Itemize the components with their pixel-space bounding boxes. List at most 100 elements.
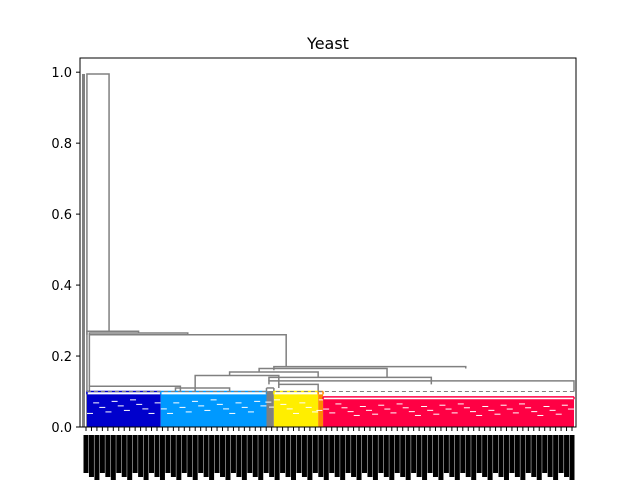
x-tick-label-glyph [514, 435, 520, 477]
x-tick-label-glyph [154, 435, 160, 477]
x-tick-label-glyph [400, 435, 406, 477]
dendrogram-links [82, 73, 575, 428]
y-tick-label: 0.4 [51, 279, 72, 294]
y-tick-label: 0.8 [51, 137, 72, 152]
x-tick-label-glyph [99, 435, 105, 473]
x-tick-label-glyph [503, 435, 509, 480]
x-tick-label-glyph [94, 435, 100, 480]
x-tick-label-glyph [192, 435, 198, 480]
x-tick-label-glyph [520, 435, 526, 480]
dendrogram-link [88, 332, 189, 335]
x-tick-label-glyph [443, 435, 449, 473]
dendrogram-link [278, 383, 319, 392]
x-tick-label-glyph [247, 435, 253, 473]
x-tick-label-glyph [116, 435, 122, 473]
x-tick-label-glyph [230, 435, 236, 473]
x-tick-labels [83, 427, 575, 480]
x-tick-label-glyph [269, 435, 275, 477]
x-tick-label-glyph [236, 435, 242, 477]
x-tick-label-glyph [296, 435, 302, 473]
x-tick-label-glyph [203, 435, 209, 477]
x-tick-label-glyph [110, 435, 116, 480]
x-tick-label-glyph [372, 435, 378, 480]
chart-title: Yeast [306, 34, 349, 53]
x-tick-label-glyph [138, 435, 144, 477]
x-tick-label-glyph [301, 435, 307, 477]
x-tick-label-glyph [394, 435, 400, 473]
x-tick-label-glyph [258, 435, 264, 480]
x-tick-label-glyph [558, 435, 564, 473]
x-tick-label-glyph [427, 435, 433, 473]
x-tick-label-glyph [482, 435, 488, 477]
x-tick-label-glyph [220, 435, 226, 477]
y-axis: 0.0 0.2 0.4 0.6 0.8 1.0 [51, 66, 80, 436]
x-tick-label-glyph [241, 435, 247, 480]
dendrogram-link [86, 330, 140, 335]
x-tick-label-glyph [187, 435, 193, 477]
x-tick-label-glyph [285, 435, 291, 477]
x-tick-label-glyph [569, 435, 575, 480]
x-tick-label-glyph [454, 435, 460, 480]
x-tick-label-glyph [476, 435, 482, 473]
x-tick-label-glyph [389, 435, 395, 480]
x-tick-label-glyph [263, 435, 269, 473]
dendrogram-link [194, 374, 280, 392]
x-tick-label-glyph [493, 435, 499, 473]
cluster-block [323, 399, 574, 427]
x-tick-label-glyph [460, 435, 466, 473]
x-tick-label-glyph [449, 435, 455, 477]
x-tick-label-glyph [547, 435, 553, 477]
x-tick-label-glyph [105, 435, 111, 477]
x-tick-label-glyph [88, 435, 94, 477]
x-tick-label-glyph [209, 435, 215, 480]
x-tick-label-glyph [383, 435, 389, 477]
x-tick-label-glyph [438, 435, 444, 480]
y-tick-label: 0.2 [51, 350, 72, 365]
x-tick-label-glyph [367, 435, 373, 477]
outlier-stem [82, 73, 85, 428]
x-tick-label-glyph [411, 435, 417, 473]
dendrogram-link [86, 73, 110, 427]
dendrogram-link [258, 367, 388, 378]
x-tick-label-glyph [170, 435, 176, 477]
dendrogram-link [88, 334, 287, 387]
cluster-block [86, 394, 161, 427]
x-tick-label-glyph [225, 435, 231, 480]
y-tick-label: 1.0 [51, 66, 72, 81]
x-tick-label-glyph [509, 435, 515, 473]
y-tick-label: 0.0 [51, 421, 72, 436]
x-tick-label-glyph [291, 435, 297, 480]
x-tick-label-glyph [471, 435, 477, 480]
x-tick-label-glyph [121, 435, 127, 477]
x-tick-label-glyph [143, 435, 149, 480]
x-tick-label-glyph [252, 435, 258, 477]
x-tick-label-glyph [542, 435, 548, 473]
x-tick-label-glyph [198, 435, 204, 473]
x-tick-label-glyph [181, 435, 187, 473]
x-tick-label-glyph [351, 435, 357, 477]
x-tick-label-glyph [307, 435, 313, 480]
cluster-block [160, 394, 267, 427]
x-tick-label-glyph [553, 435, 559, 480]
x-tick-label-glyph [83, 435, 89, 473]
x-tick-label-glyph [345, 435, 351, 473]
x-tick-label-glyph [312, 435, 318, 473]
dendrogram-link [174, 387, 231, 392]
dendrogram-link [88, 385, 182, 392]
x-tick-label-glyph [405, 435, 411, 480]
x-tick-label-glyph [498, 435, 504, 477]
x-tick-label-glyph [340, 435, 346, 480]
x-tick-label-glyph [149, 435, 155, 473]
x-tick-label-glyph [531, 435, 537, 477]
x-tick-label-glyph [564, 435, 570, 477]
x-tick-label-glyph [432, 435, 438, 477]
plot-frame [79, 57, 577, 428]
x-tick-label-glyph [356, 435, 362, 480]
x-tick-label-glyph [465, 435, 471, 477]
x-tick-label-glyph [214, 435, 220, 473]
x-tick-label-glyph [422, 435, 428, 480]
dendrogram-link [228, 371, 319, 378]
x-tick-label-glyph [274, 435, 280, 480]
x-tick-label-glyph [323, 435, 329, 480]
